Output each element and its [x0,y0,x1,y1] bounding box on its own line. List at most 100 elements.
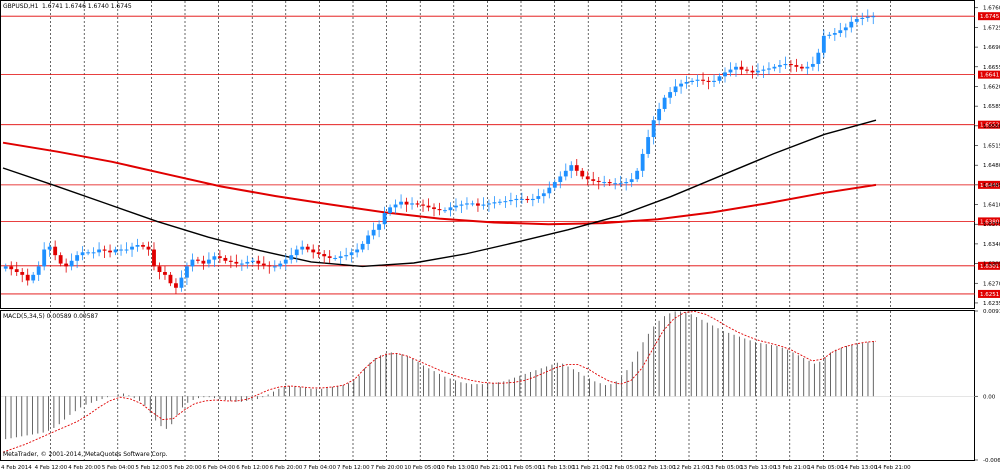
time-tick-label: 5 Feb 12:00 [135,465,168,471]
price-tick-label: 1.6235 [983,301,1000,307]
vertical-grid [50,1,891,460]
candle-body [25,274,30,281]
candle-body [421,204,425,206]
candle-body [388,207,393,213]
candle-body [849,21,854,28]
candle-body [651,120,656,138]
price-tick-label: 1.6585 [983,104,1000,110]
candle-body [190,259,195,267]
candle-body [437,209,442,211]
candle-body [113,249,118,253]
candle-body [629,179,634,183]
candle-body [174,283,178,288]
candle-body [119,249,123,251]
candle-body [816,52,821,64]
candle-body [788,63,793,66]
candle-body [349,252,354,256]
candle-body [734,66,738,70]
macd-tick-label: 0.00 [983,394,996,400]
price-tick-label: 1.6445 [983,183,1000,189]
candle-body [283,259,288,264]
moving-average-black [2,119,877,268]
candle-body [805,66,810,69]
price-panel-frame [0,0,975,309]
time-tick-label: 11 Feb 21:00 [572,465,609,471]
candle-body [377,224,382,230]
candles [3,9,876,294]
candle-body [810,63,815,67]
candle-body [130,246,134,250]
level-price-label: 1.6251 [980,292,999,298]
candle-body [305,246,310,250]
candle-body [102,249,107,251]
candle-body [767,68,771,70]
candle-body [206,259,211,264]
candle-body [179,277,184,288]
candle-body [223,257,228,261]
candle-body [558,176,563,183]
moving-averages [2,119,877,268]
candle-body [838,30,843,34]
candle-body [777,65,782,67]
candle-body [541,193,546,197]
candle-body [640,153,645,171]
time-tick-label: 10 Feb 05:00 [404,465,441,471]
candle-body [20,272,25,275]
candle-body [799,66,804,69]
candle-body [108,250,112,253]
ohlc-values: 1.6741 1.6746 1.6740 1.6745 [42,3,132,10]
candle-body [31,274,36,281]
candle-body [3,266,8,269]
candle-body [212,256,217,260]
time-tick-label: 11 Feb 05:00 [505,465,542,471]
copyright-label: MetaTrader, © 2001-2014, MetaQuotes Soft… [3,451,168,458]
candle-body [723,72,727,77]
price-tick-label: 1.6270 [983,281,1000,287]
candle-body [311,249,316,253]
level-price-tag [978,261,1000,270]
candle-body [695,79,700,81]
chart-symbol-label: GBPUSD,H1 [3,3,39,10]
candle-body [459,204,464,206]
candle-body [300,246,305,250]
candle-body [9,266,14,270]
candle-body [646,137,651,154]
time-tick-label: 4 Feb 12:00 [35,465,68,471]
candle-body [322,254,327,257]
candle-body [360,243,365,250]
price-tick-label: 1.6305 [983,262,1000,268]
candle-body [690,80,694,82]
time-tick-label: 7 Feb 12:00 [337,465,370,471]
time-tick-label: 12 Feb 21:00 [673,465,710,471]
candle-body [585,176,590,180]
candle-body [404,201,409,205]
candle-body [432,207,436,210]
candle-body [465,203,469,205]
candle-body [157,266,162,273]
candle-body [124,249,129,251]
time-tick-label: 7 Feb 20:00 [371,465,404,471]
candle-body [217,256,222,258]
time-axis: 4 Feb 2014 4 Feb 12:00 4 Feb 20:00 5 Feb 04… [1,465,911,471]
candle-body [256,260,261,264]
candle-body [355,249,360,253]
candle-body [338,256,343,258]
candle-body [476,203,480,206]
level-price-tag [978,70,1000,79]
time-tick-label: 6 Feb 20:00 [270,465,303,471]
macd-panel-frame [0,310,975,461]
candle-body [393,204,398,208]
macd-indicator-label: MACD(5,34,5) 0.00589 0.00587 [3,313,98,320]
candle-body [234,261,239,264]
candle-body [530,198,535,201]
candle-body [756,70,760,73]
candle-body [443,210,447,212]
price-tick-label: 1.6410 [983,203,1000,209]
candle-body [53,246,58,256]
time-tick-label: 4 Feb 20:00 [68,465,101,471]
candle-body [415,203,420,205]
candle-body [519,198,524,200]
candle-body [701,79,705,81]
price-tick-label: 1.6515 [983,144,1000,150]
time-tick-label: 6 Feb 12:00 [236,465,269,471]
